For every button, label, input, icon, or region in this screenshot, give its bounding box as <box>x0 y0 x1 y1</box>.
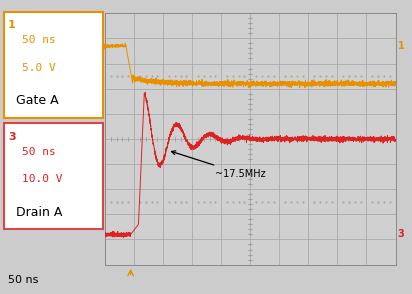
Text: Gate A: Gate A <box>16 94 59 107</box>
Text: 50 ns: 50 ns <box>22 35 56 45</box>
Text: 3: 3 <box>398 229 405 239</box>
Text: 50 ns: 50 ns <box>8 275 39 285</box>
Text: 5.0 V: 5.0 V <box>22 63 56 73</box>
Text: ~17.5MHz: ~17.5MHz <box>171 151 266 179</box>
Text: 1: 1 <box>8 20 16 30</box>
Text: 50 ns: 50 ns <box>22 147 56 157</box>
Text: Drain A: Drain A <box>16 206 62 219</box>
Text: 1: 1 <box>398 41 405 51</box>
Text: 3: 3 <box>8 132 16 142</box>
Text: 10.0 V: 10.0 V <box>22 174 63 184</box>
